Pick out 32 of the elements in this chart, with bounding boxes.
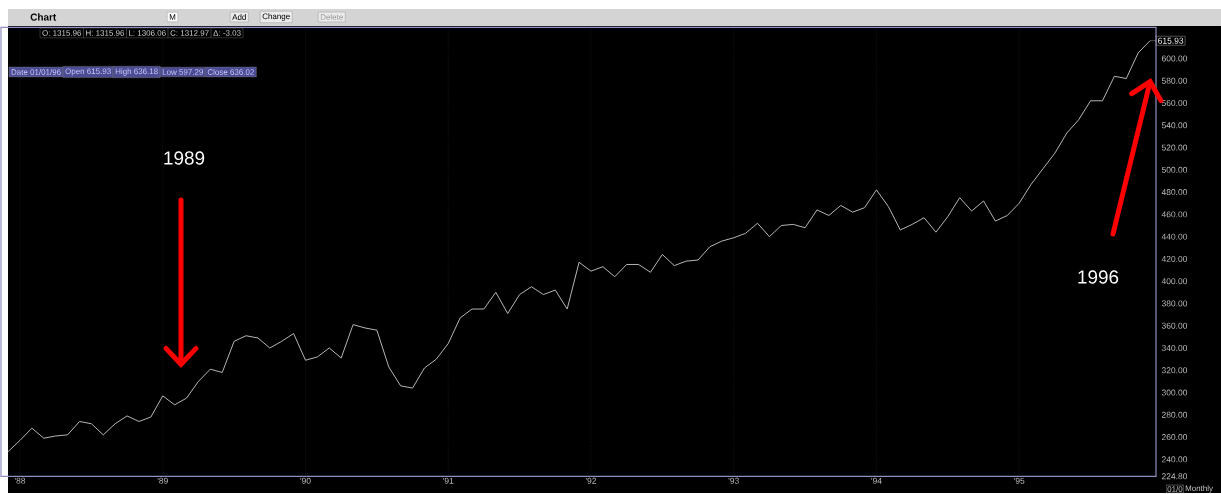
y-tick-label: 420.00: [1161, 256, 1188, 263]
y-tick-label: 580.00: [1161, 77, 1188, 84]
annotation: 615.93: [1158, 37, 1184, 44]
x-tick-label: '92: [585, 477, 597, 484]
y-tick-label: 340.00: [1161, 345, 1188, 352]
x-tick-label: '88: [14, 477, 26, 484]
annotation: 1996: [1078, 270, 1119, 284]
annotation: 1989: [164, 151, 205, 165]
y-tick-label: 600.00: [1161, 55, 1188, 62]
y-tick-label: 460.00: [1161, 211, 1188, 218]
y-tick-label: 540.00: [1161, 122, 1188, 129]
text: Chart: [30, 13, 57, 21]
y-tick-label: 260.00: [1161, 434, 1188, 441]
y-tick-label: 300.00: [1161, 389, 1188, 396]
y-tick-label: 360.00: [1161, 322, 1188, 329]
y-tick-label: 520.00: [1161, 144, 1188, 151]
y-tick-label: 320.00: [1161, 367, 1188, 374]
y-tick-label: 480.00: [1161, 189, 1188, 196]
y-tick-label: 440.00: [1161, 233, 1188, 240]
x-tick-label: '93: [728, 477, 739, 484]
y-tick-label: 280.00: [1161, 411, 1188, 418]
x-tick-label: '89: [157, 477, 168, 484]
y-tick-label: 380.00: [1161, 300, 1188, 307]
y-tick-label: 240.00: [1161, 456, 1188, 463]
x-tick-label: '94: [871, 477, 882, 484]
x-tick-label: '95: [1014, 477, 1025, 484]
y-tick-label: 500.00: [1161, 166, 1188, 173]
y-tick-label: 224.80: [1161, 473, 1188, 480]
x-tick-label: '90: [300, 477, 311, 484]
y-tick-label: 560.00: [1161, 100, 1188, 107]
x-tick-label: '91: [443, 477, 454, 484]
y-tick-label: 400.00: [1161, 278, 1188, 285]
